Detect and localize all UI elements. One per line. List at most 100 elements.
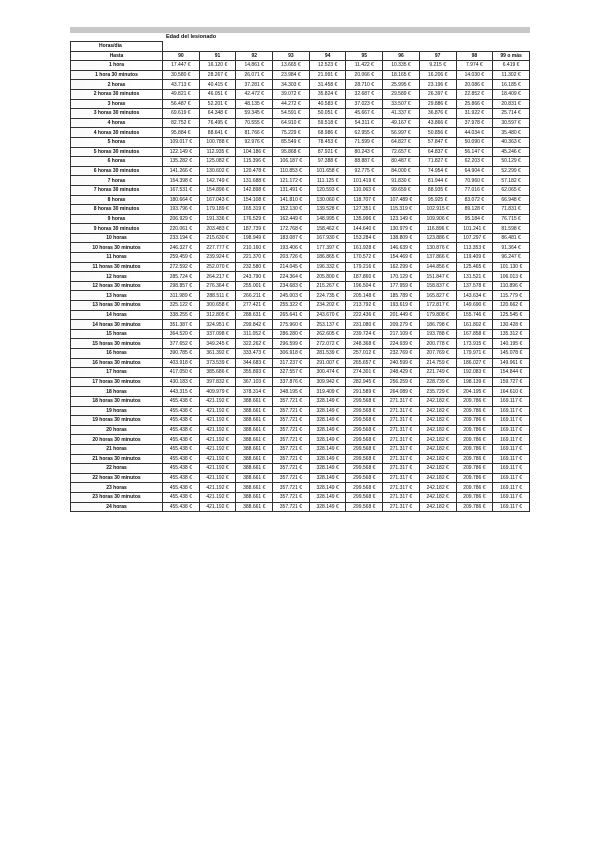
cell-value: 299.568 [353,417,372,424]
cell-value: 328.149 [316,475,335,482]
currency-symbol: € [299,263,303,270]
currency-symbol: € [225,369,229,376]
cell-value: 255.322 [279,302,298,309]
currency-symbol: € [444,168,448,175]
currency-symbol: € [299,407,303,414]
table-row: 14 horas 30 minutos 351.387 €324.951 €299… [70,319,530,330]
currency-symbol: € [334,72,338,79]
currency-symbol: € [371,91,375,98]
table-cell: 16.185 € [492,79,530,90]
cell-value: 31.458 [317,81,334,88]
cell-value: 56.147 [464,148,480,155]
currency-symbol: € [482,436,486,443]
currency-symbol: € [482,321,486,328]
table-cell: 213.792 € [345,300,384,311]
currency-symbol: € [407,158,411,165]
table-cell: 106.187 € [272,156,310,167]
currency-symbol: € [187,81,191,88]
cell-value: 11.302 [501,72,517,79]
currency-symbol: € [444,187,448,194]
currency-symbol: € [189,407,192,414]
currency-symbol: € [225,379,229,386]
row-label: 4 horas [70,117,163,129]
table-cell: 204.195 € [455,386,494,397]
currency-symbol: € [189,455,192,462]
table-cell: 187.739 € [235,223,274,234]
cell-value: 115.396 [243,158,261,165]
cell-value: 30.580 [171,72,187,79]
currency-symbol: € [482,244,486,251]
cell-value: 92.775 [354,168,370,175]
currency-symbol: € [446,465,449,472]
cell-value: 299.568 [353,398,372,405]
cell-value: 271.317 [389,455,408,462]
table-cell: 20.086 € [455,79,494,90]
currency-symbol: € [519,283,523,290]
cell-value: 37.023 [354,100,370,107]
currency-symbol: € [372,311,376,318]
currency-symbol: € [297,81,301,88]
table-row: 20 horas 30 minutos 455.438 €421.192 €388… [70,434,530,445]
table-cell: 29.886 € [418,98,457,110]
cell-value: 231.080 [353,321,372,328]
cell-value: 20.066 [354,72,370,79]
cell-value: 82.752 [171,120,187,127]
cell-value: 421.192 [206,417,225,424]
cell-value: 191.336 [206,215,225,222]
currency-symbol: € [407,110,411,117]
column-header: 99 o más [492,50,530,62]
table-cell: 145.078 € [492,348,530,359]
currency-symbol: € [262,177,266,184]
currency-symbol: € [409,292,413,299]
cell-value: 421.192 [206,446,225,453]
currency-symbol: € [335,503,339,510]
cell-value: 388.661 [243,465,262,472]
table-cell: 357.721 € [272,424,310,436]
cell-value: 286.280 [279,331,298,338]
cell-value: 281.539 [316,350,335,357]
cell-value: 50.090 [464,139,480,146]
cell-value: 151.847 [426,273,445,280]
currency-symbol: € [335,369,339,376]
currency-symbol: € [297,110,301,117]
currency-symbol: € [519,273,523,280]
currency-symbol: € [519,446,523,453]
currency-symbol: € [189,359,192,366]
currency-symbol: € [409,427,413,434]
cell-value: 299.568 [353,494,372,501]
table-cell: 121.172 € [272,175,310,186]
cell-value: 196.332 [316,263,335,270]
table-cell: 281.539 € [308,348,347,359]
table-caption: Edad del lesionado [166,34,217,40]
cell-value: 357.721 [279,446,298,453]
table-cell: 271.317 € [382,501,420,513]
currency-symbol: € [372,465,376,472]
row-label: 21 horas 30 minutos [70,453,163,465]
cell-value: 109.906 [426,215,445,222]
table-cell: 209.786 € [455,434,494,445]
table-cell: 206.929 € [162,213,200,225]
table-cell: 28.710 € [345,79,384,90]
currency-symbol: € [335,235,339,242]
currency-symbol: € [225,340,229,347]
cell-value: 275.960 [279,321,298,328]
cell-value: 186.027 [463,359,482,366]
table-cell: 257.012 € [345,348,384,359]
currency-symbol: € [262,350,266,357]
cell-value: 242.182 [426,475,445,482]
table-cell: 209.786 € [455,443,494,455]
cell-value: 28.267 [207,72,224,79]
currency-symbol: € [407,100,411,107]
currency-symbol: € [409,235,413,242]
table-cell: 421.192 € [198,415,237,426]
cell-value: 154.108 [243,196,262,203]
cell-value: 35.824 [317,91,334,98]
table-cell: 50.856 € [418,127,457,138]
row-label: 9 horas 30 minutos [70,223,163,234]
table-cell: 66.948 € [492,194,530,206]
cell-value: 357.721 [279,417,298,424]
table-row: 24 horas 455.438 €421.192 €388.661 €357.7… [70,501,530,513]
table-cell: 288.631 € [235,309,274,321]
cell-value: 169.117 [500,475,518,482]
currency-symbol: € [518,254,521,261]
